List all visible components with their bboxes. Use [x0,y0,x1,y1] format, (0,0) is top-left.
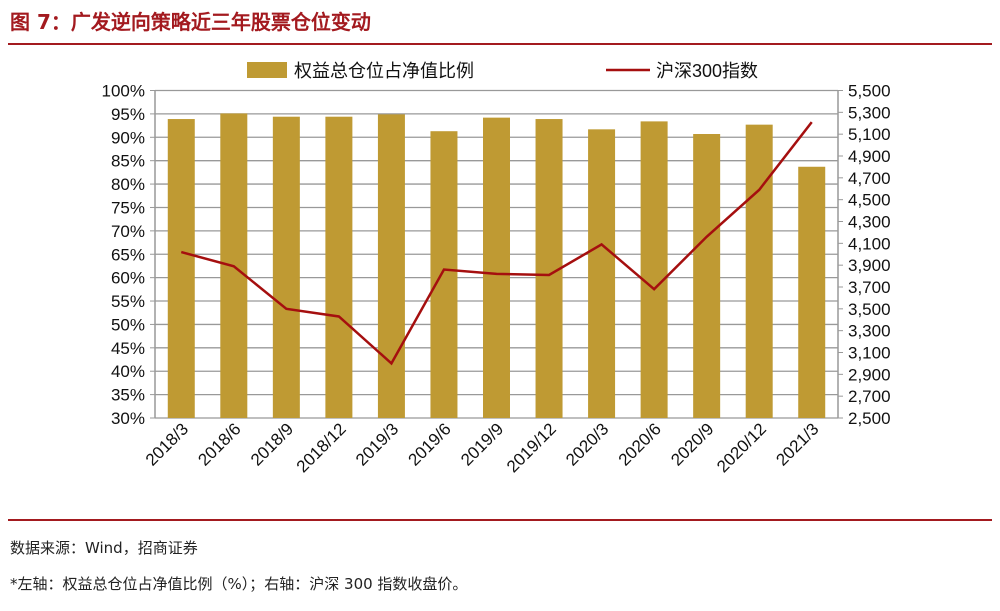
left-axis-label: 50% [111,315,145,334]
bar [167,119,195,419]
right-axis-label: 3,300 [848,322,891,341]
right-axis-label: 4,100 [848,234,891,253]
legend-line-label: 沪深300指数 [656,61,758,81]
legend-bar-label: 权益总仓位占净值比例 [294,61,474,81]
left-axis-label: 35% [111,386,145,405]
left-axis-label: 70% [111,222,145,241]
right-axis-label: 5,300 [848,103,891,122]
right-axis-label: 3,100 [848,344,891,363]
right-axis-label: 2,500 [848,409,891,428]
x-axis-label: 2019/9 [457,419,507,469]
bar [483,117,510,418]
bar [745,124,773,419]
bar [640,121,668,418]
left-axis-label: 45% [111,339,145,358]
right-axis-label: 4,300 [848,213,891,232]
right-axis-label: 4,500 [848,191,891,210]
note-text: *左轴：权益总仓位占净值比例（%）；右轴：沪深 300 指数收盘价。 [10,575,468,593]
x-axis-label: 2020/6 [615,419,665,469]
bar [325,116,353,418]
x-axis-label: 2018/12 [293,419,350,476]
x-axis-label: 2018/3 [142,419,192,469]
right-axis-label: 4,900 [848,147,891,166]
x-axis-label: 2020/3 [562,419,612,469]
left-axis-label: 75% [111,198,145,217]
left-axis-label: 90% [111,128,145,147]
x-axis-label: 2019/12 [503,419,560,476]
left-axis-label: 95% [111,105,145,124]
x-axis-label: 2018/6 [194,419,244,469]
bar [430,131,458,419]
bar [272,116,300,418]
right-axis-label: 2,900 [848,365,891,384]
right-axis-label: 5,100 [848,125,891,144]
source-text: 数据来源：Wind，招商证券 [10,539,198,557]
x-axis-label: 2020/9 [667,419,717,469]
bar [693,134,721,418]
right-axis-label: 3,500 [848,300,891,319]
bar [588,129,616,418]
chart: 30% 35% 40% 45% 50% 55% 60% 65% 70% 75% 80% 85% 90% 9… [102,61,891,476]
x-axis-label: 2019/3 [352,419,402,469]
bar [377,114,405,418]
footer-divider [8,519,992,521]
right-axis-label: 3,700 [848,278,891,297]
x-axis-label: 2019/6 [405,419,455,469]
x-axis-label: 2021/3 [772,419,822,469]
left-axis-label: 80% [111,175,145,194]
title-divider [8,43,992,45]
right-axis-label: 4,700 [848,169,891,188]
bar [798,166,826,418]
right-axis-label: 3,900 [848,256,891,275]
right-axis-label: 5,500 [848,82,891,101]
left-axis-label: 60% [111,269,145,288]
legend-bar-swatch [247,62,287,78]
left-axis-label: 30% [111,409,145,428]
left-axis-label: 85% [111,152,145,171]
figure-title: 图 7：广发逆向策略近三年股票仓位变动 [10,10,371,34]
left-axis-label: 65% [111,245,145,264]
x-axis-label: 2020/12 [713,419,770,476]
right-axis-label: 2,700 [848,387,891,406]
left-axis-label: 100% [102,82,145,101]
left-axis-label: 55% [111,292,145,311]
left-axis-label: 40% [111,362,145,381]
x-axis-label: 2018/9 [247,419,297,469]
